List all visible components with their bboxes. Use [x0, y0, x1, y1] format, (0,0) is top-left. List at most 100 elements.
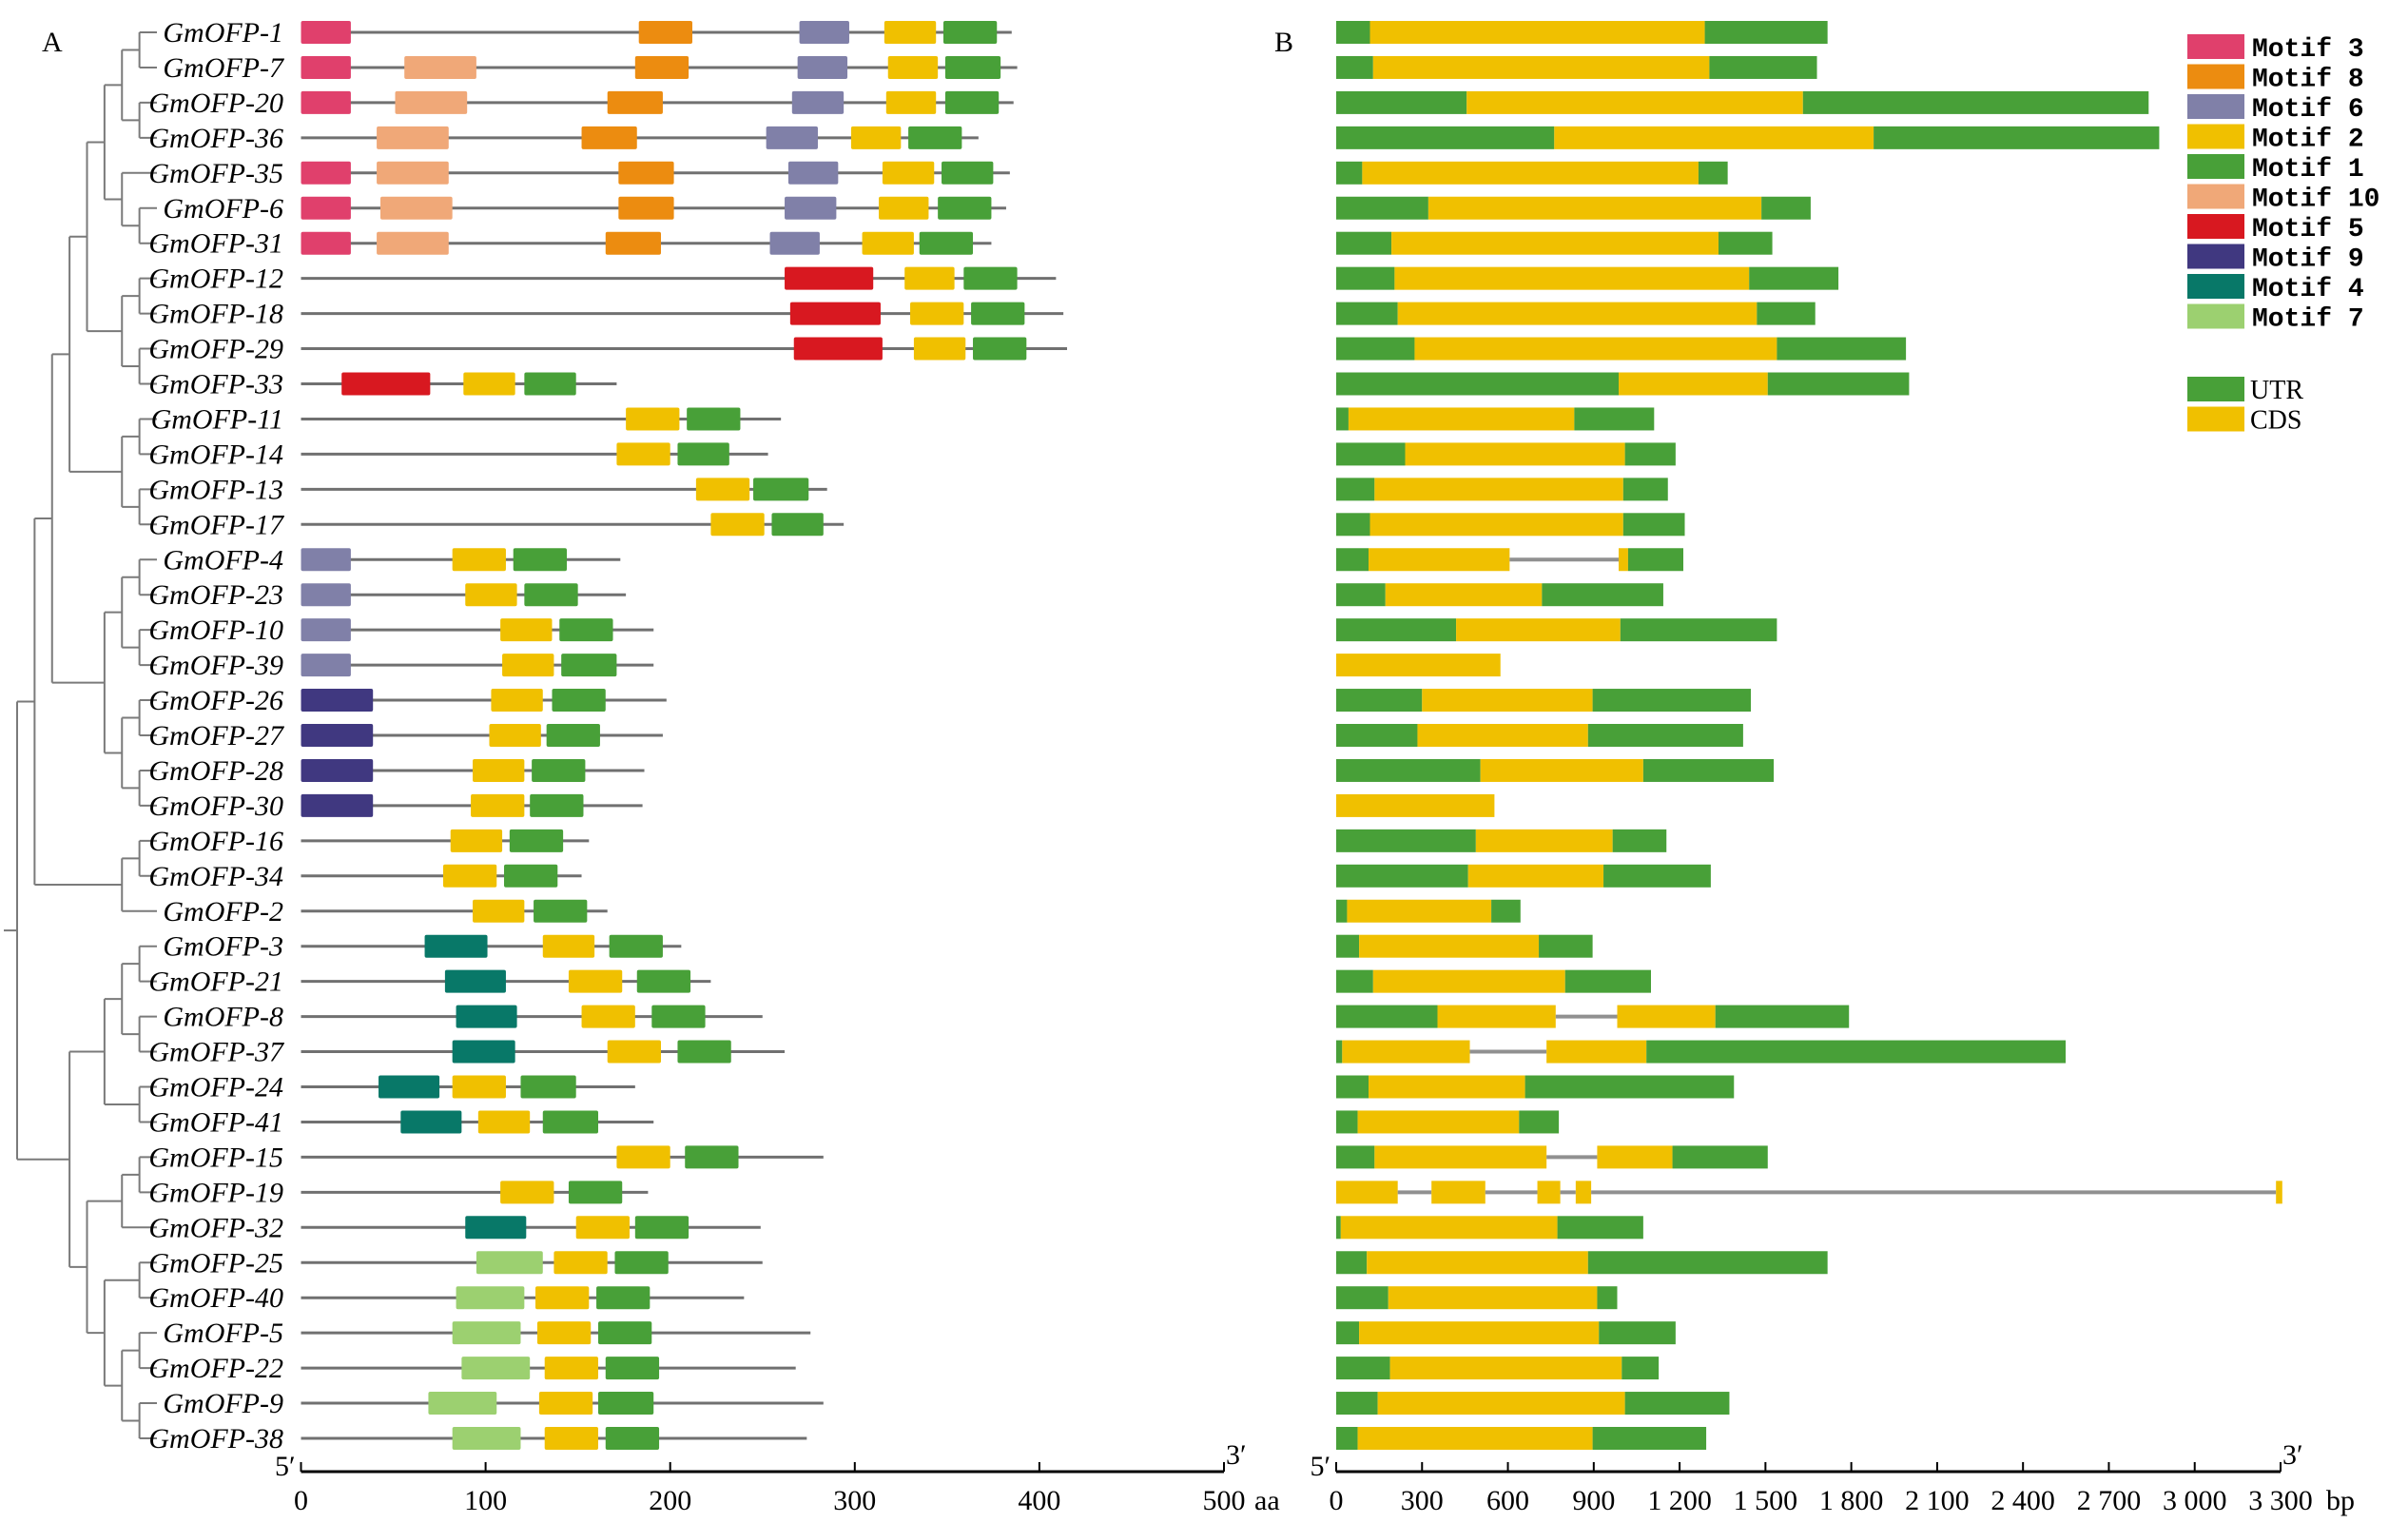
cds-block: [1369, 21, 1705, 44]
motif-box: [793, 337, 883, 361]
utr-block: [1574, 407, 1655, 431]
legend-label: Motif 10: [2252, 185, 2379, 215]
motif-box: [500, 618, 553, 642]
motif-box: [301, 548, 351, 572]
protein-row: [301, 21, 1012, 44]
motif-box: [850, 126, 902, 149]
motif-box: [677, 1040, 731, 1064]
motif-box: [301, 758, 374, 782]
motif-box: [442, 864, 497, 888]
motif-box: [456, 1286, 525, 1310]
legend-swatch: [2187, 377, 2244, 401]
motif-box: [942, 161, 994, 185]
utr-block: [1336, 618, 1457, 642]
utr-block: [1336, 478, 1375, 501]
motif-box: [766, 126, 818, 149]
legend-swatch: [2187, 274, 2244, 299]
cds-block: [1336, 1181, 1398, 1204]
utr-block: [1336, 407, 1349, 431]
motif-box: [919, 231, 974, 255]
cds-block: [1391, 231, 1719, 255]
utr-block: [1336, 583, 1386, 607]
motif-box: [607, 90, 663, 114]
motif-box: [452, 1075, 506, 1099]
utr-block: [1336, 724, 1418, 747]
motif-box: [452, 1427, 521, 1450]
cds-block: [1357, 1427, 1593, 1450]
cds-block: [1348, 407, 1575, 431]
motif-box: [465, 1216, 527, 1240]
motif-box: [544, 1427, 599, 1450]
motif-box: [651, 1005, 706, 1028]
motif-box: [301, 583, 351, 607]
motif-box: [973, 337, 1027, 361]
utr-block: [1874, 126, 2160, 149]
gene-label: GmOFP-4: [163, 544, 283, 576]
utr-block: [1557, 1216, 1643, 1240]
motif-box: [424, 934, 488, 958]
utr-block: [1336, 1392, 1378, 1416]
protein-row: [301, 618, 654, 642]
motif-box: [942, 21, 998, 44]
utr-block: [1336, 969, 1373, 993]
cds-block: [1431, 1181, 1486, 1204]
gene-label: GmOFP-32: [148, 1212, 283, 1243]
motif-box: [452, 1321, 521, 1345]
utr-block: [1336, 1427, 1358, 1450]
utr-block: [1336, 372, 1619, 396]
cds-block: [1377, 1392, 1625, 1416]
tick-label: 400: [1018, 1485, 1060, 1516]
protein-row: [301, 231, 992, 255]
panel-label-a: A: [42, 27, 63, 58]
protein-row: [301, 302, 1064, 325]
gene-row: [1336, 266, 1839, 290]
protein-row: [301, 1427, 807, 1450]
motif-box: [598, 1321, 652, 1345]
legend-label: Motif 9: [2252, 245, 2364, 275]
protein-row: [301, 513, 845, 537]
motif-box: [636, 969, 691, 993]
three-prime-label: 3′: [2282, 1439, 2303, 1471]
motif-box: [568, 969, 623, 993]
utr-block: [1336, 513, 1370, 537]
cds-block: [1546, 1040, 1647, 1064]
gene-row: [1336, 1181, 2282, 1204]
motif-box: [395, 90, 468, 114]
cds-block: [1466, 90, 1803, 114]
gene-row: [1336, 1005, 1850, 1028]
five-prime-label: 5′: [275, 1451, 296, 1482]
legend-swatch: [2187, 64, 2244, 89]
utr-block: [1336, 1110, 1358, 1134]
cds-block: [1385, 583, 1543, 607]
motif-box: [473, 758, 525, 782]
gene-row: [1336, 302, 1816, 325]
utr-block: [1336, 1145, 1375, 1169]
motif-box: [452, 1040, 515, 1064]
motif-box: [638, 21, 692, 44]
motif-box: [596, 1286, 651, 1310]
motif-box: [377, 126, 449, 149]
cds-block: [1575, 1181, 1592, 1204]
legend-label: Motif 1: [2252, 155, 2364, 185]
cds-block: [1417, 724, 1588, 747]
motif-box: [524, 372, 576, 396]
utr-block: [1624, 442, 1676, 466]
motif-box: [544, 1357, 599, 1380]
gene-row: [1336, 407, 1655, 431]
protein-row: [301, 1181, 649, 1204]
gene-row: [1336, 442, 1676, 466]
utr-block: [1767, 372, 1910, 396]
motif-box: [634, 1216, 689, 1240]
cds-block: [1437, 1005, 1556, 1028]
motif-panel: [301, 21, 1068, 1450]
gene-row: [1336, 969, 1651, 993]
gene-row: [1336, 1216, 1643, 1240]
motif-box: [477, 1110, 531, 1134]
motif-box: [552, 689, 606, 713]
gene-label: GmOFP-6: [163, 193, 283, 225]
utr-block: [1524, 1075, 1735, 1099]
motif-box: [341, 372, 431, 396]
five-prime-label: 5′: [1310, 1451, 1330, 1482]
gene-label: GmOFP-25: [148, 1247, 283, 1279]
